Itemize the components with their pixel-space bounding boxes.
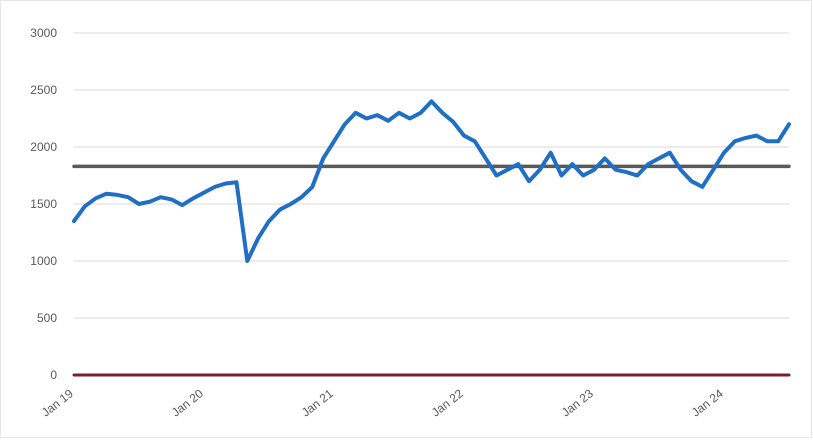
x-axis-ticks: Jan 19 Jan 20 Jan 21 Jan 22 Jan 23 Jan 24 <box>39 386 726 419</box>
y-tick-label: 2000 <box>30 140 57 154</box>
x-tick-label: Jan 24 <box>689 386 726 419</box>
y-tick-label: 2500 <box>30 83 57 97</box>
y-tick-label: 0 <box>50 368 57 382</box>
y-tick-label: 500 <box>37 311 57 325</box>
x-tick-label: Jan 22 <box>429 386 466 419</box>
y-tick-label: 1000 <box>30 254 57 268</box>
gridlines <box>74 32 789 319</box>
series-layer <box>72 99 791 377</box>
series-line <box>72 99 791 263</box>
x-tick-label: Jan 20 <box>169 386 206 419</box>
y-axis-ticks: 0 500 1000 1500 2000 2500 3000 <box>30 26 57 382</box>
x-tick-label: Jan 23 <box>559 386 596 419</box>
y-tick-label: 1500 <box>30 197 57 211</box>
x-tick-label: Jan 21 <box>299 386 336 419</box>
y-tick-label: 3000 <box>30 26 57 40</box>
x-tick-label: Jan 19 <box>39 386 76 419</box>
